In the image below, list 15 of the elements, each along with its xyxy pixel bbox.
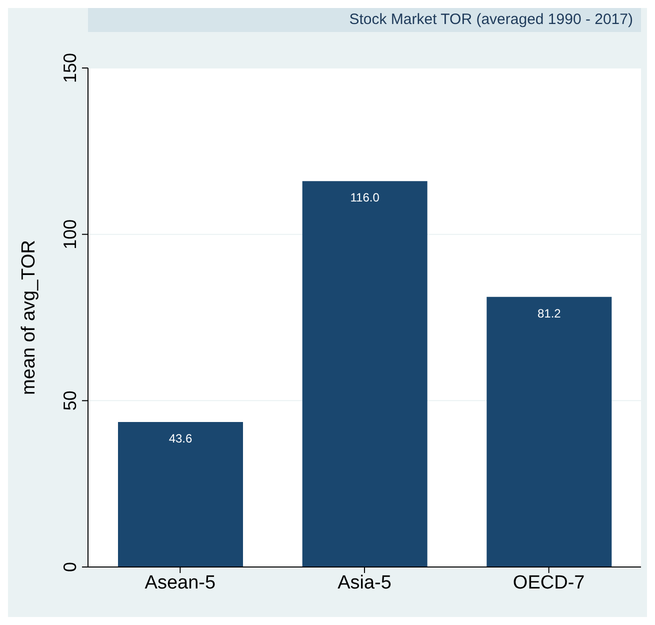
- y-tick-label: 100: [60, 219, 80, 250]
- x-tick-label: Asean-5: [144, 572, 216, 594]
- data-label: 116.0: [350, 190, 380, 205]
- x-tick-label: OECD-7: [512, 572, 585, 594]
- y-tick-label: 150: [60, 52, 80, 84]
- data-label: 81.2: [537, 306, 562, 320]
- bar: [118, 422, 243, 567]
- x-tick-label: Asia-5: [338, 572, 392, 594]
- y-tick-label: 0: [60, 562, 80, 572]
- bar: [486, 296, 612, 567]
- bar: [302, 181, 428, 567]
- y-tick-label: 50: [60, 390, 80, 411]
- data-label: 43.6: [168, 431, 192, 446]
- chart-title: Stock Market TOR (averaged 1990 - 2017): [88, 8, 641, 32]
- y-axis-title: mean of avg_TOR: [18, 240, 40, 395]
